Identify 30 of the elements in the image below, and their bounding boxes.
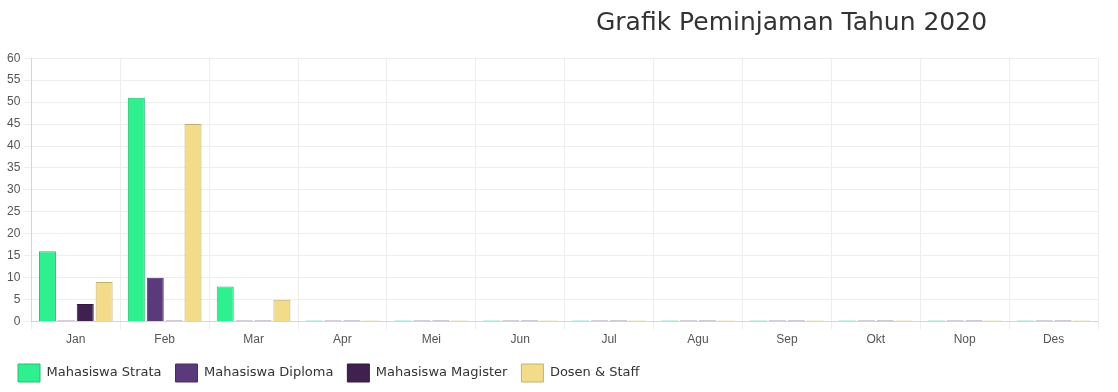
x-tick-label: Jul [601,332,617,347]
y-tick-label: 30 [6,182,21,197]
y-tick-label: 45 [6,116,21,131]
legend-label: Mahasiswa Strata [46,364,162,380]
x-tick-label: Mei [421,332,442,347]
x-tick-label: Jan [66,332,86,347]
y-tick-label: 40 [6,138,21,153]
legend-label: Dosen & Staff [549,364,641,380]
legend-label: Mahasiswa Diploma [204,364,334,380]
x-tick-label: Okt [866,332,886,347]
y-tick-label: 20 [6,226,21,241]
x-tick-label: Sep [776,332,798,347]
y-tick-label: 15 [6,248,21,263]
y-tick-label: 0 [13,313,21,328]
y-tick-label: 5 [13,291,21,306]
y-tick-label: 25 [6,204,21,219]
x-tick-label: Nop [953,332,976,347]
y-tick-label: 35 [6,160,21,175]
x-tick-label: Agu [687,332,709,347]
y-tick-label: 10 [6,270,21,285]
y-tick-label: 50 [6,94,21,109]
x-tick-label: Feb [154,332,176,347]
x-tick-label: Mar [243,332,264,347]
y-tick-label: 55 [6,72,21,87]
y-tick-label: 60 [6,50,21,65]
chart-title: Grafik Peminjaman Tahun 2020 [594,6,989,38]
x-tick-label: Des [1042,332,1065,347]
x-tick-label: Apr [333,332,352,347]
legend-label: Mahasiswa Magister [375,364,509,380]
x-tick-label: Jun [510,332,530,347]
